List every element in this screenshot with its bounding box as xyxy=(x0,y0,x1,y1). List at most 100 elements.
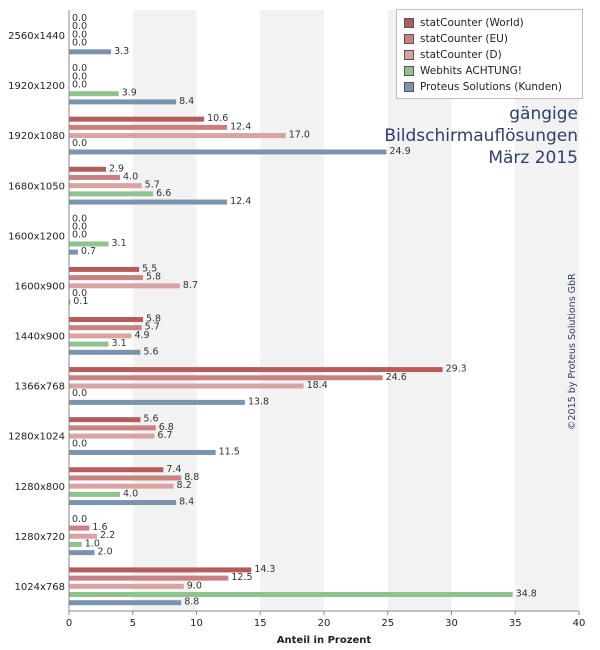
category-label: 1680x1050 xyxy=(8,181,65,192)
bar-d xyxy=(69,133,286,139)
bar-world xyxy=(69,266,140,272)
data-label: 34.8 xyxy=(516,589,537,600)
data-label: 24.9 xyxy=(389,146,410,157)
data-label: 6.6 xyxy=(156,188,171,199)
x-tick-label: 10 xyxy=(190,618,203,629)
data-label: 3.1 xyxy=(112,238,127,249)
bar-eu xyxy=(69,575,229,581)
data-label: 5.8 xyxy=(146,272,161,283)
category-group: 5.66.86.7 0.0 11.5 1280x1024 xyxy=(8,414,240,458)
data-label: 5.7 xyxy=(145,180,160,191)
data-label: 5.6 xyxy=(143,414,158,425)
data-label: 10.6 xyxy=(207,113,228,124)
legend-swatch-d xyxy=(404,50,414,60)
data-label: 6.8 xyxy=(159,422,174,433)
data-label: 8.8 xyxy=(184,472,199,483)
chart-title-line-1: gängige xyxy=(509,104,578,124)
category-label: 2560x1440 xyxy=(8,31,65,42)
bar-eu xyxy=(69,375,383,381)
category-label: 1600x1200 xyxy=(8,231,65,242)
x-tick-label: 35 xyxy=(509,618,522,629)
category-label: 1600x900 xyxy=(15,281,65,292)
bar-proteus xyxy=(69,249,78,255)
x-axis-title: Anteil in Prozent xyxy=(277,635,372,646)
bar-webhits xyxy=(69,491,120,497)
bar-eu xyxy=(69,275,143,281)
data-label: 8.4 xyxy=(179,96,194,107)
grid-band xyxy=(387,10,452,611)
data-label: 17.0 xyxy=(289,130,310,141)
bar-webhits xyxy=(69,541,82,547)
bar-webhits xyxy=(69,191,154,197)
data-label: 0.0 xyxy=(72,288,87,299)
data-label: 0.0 xyxy=(72,38,87,49)
bar-world xyxy=(69,417,141,423)
legend-swatch-proteus xyxy=(404,82,414,92)
bar-proteus xyxy=(69,399,245,405)
data-label: 0.0 xyxy=(72,138,87,149)
x-tick-label: 20 xyxy=(318,618,331,629)
legend-label-webhits: Webhits ACHTUNG! xyxy=(420,65,522,77)
legend-swatch-webhits xyxy=(404,66,414,76)
data-label: 4.9 xyxy=(134,330,149,341)
bar-world xyxy=(69,567,252,573)
category-group: 29.3 24.6 18.4 0.0 13.8 1366x768 xyxy=(15,364,467,408)
data-label: 3.1 xyxy=(112,338,127,349)
category-label: 1280x720 xyxy=(15,532,65,543)
legend-label-world: statCounter (World) xyxy=(420,17,524,29)
x-tick-label: 25 xyxy=(381,618,394,629)
category-group: 7.48.88.2 4.0 8.4 1280x800 xyxy=(15,464,200,508)
category-label: 1920x1080 xyxy=(8,131,65,142)
bar-eu xyxy=(69,124,228,130)
data-label: 18.4 xyxy=(307,380,328,391)
data-label: 4.0 xyxy=(123,488,138,499)
bar-eu xyxy=(69,425,156,431)
data-label: 0.0 xyxy=(72,63,87,74)
bar-d xyxy=(69,183,142,189)
category-group: 5.85.74.9 3.1 5.6 1440x900 xyxy=(15,314,162,358)
bar-proteus xyxy=(69,449,216,455)
bar-eu xyxy=(69,525,90,531)
bar-proteus xyxy=(69,600,182,606)
grid-band xyxy=(132,10,197,611)
category-label: 1280x1024 xyxy=(8,432,65,443)
legend-swatch-eu xyxy=(404,34,414,44)
legend-label-proteus: Proteus Solutions (Kunden) xyxy=(420,81,562,93)
category-label: 1024x768 xyxy=(15,582,65,593)
bar-webhits xyxy=(69,91,119,97)
data-label: 13.8 xyxy=(248,396,269,407)
legend-item-d: statCounter (D) xyxy=(404,47,576,63)
data-label: 29.3 xyxy=(446,364,467,375)
data-label: 8.2 xyxy=(177,480,192,491)
bar-d xyxy=(69,533,98,539)
data-label: 4.0 xyxy=(123,171,138,182)
data-label: 0.0 xyxy=(72,222,87,233)
data-label: 3.3 xyxy=(114,46,129,57)
chart-title: gängige Bildschirmauflösungen März 2015 xyxy=(384,103,578,169)
category-group: 10.612.4 17.0 0.0 24.9 1920x1080 xyxy=(8,113,410,157)
data-label: 2.9 xyxy=(109,163,124,174)
data-label: 2.2 xyxy=(100,530,115,541)
data-label: 0.7 xyxy=(81,246,96,257)
bar-world xyxy=(69,467,164,473)
data-label: 0.0 xyxy=(72,438,87,449)
data-label: 0.0 xyxy=(72,29,87,40)
bar-proteus xyxy=(69,99,177,105)
legend-item-eu: statCounter (EU) xyxy=(404,31,576,47)
category-label: 1440x900 xyxy=(15,332,65,343)
bar-webhits xyxy=(69,341,109,347)
legend-item-proteus: Proteus Solutions (Kunden) xyxy=(404,79,576,95)
bar-world xyxy=(69,116,205,122)
bar-proteus xyxy=(69,149,387,155)
bar-eu xyxy=(69,325,142,331)
chart-title-line-3: März 2015 xyxy=(488,148,578,168)
category-label: 1366x768 xyxy=(15,382,65,393)
data-label: 7.4 xyxy=(166,464,181,475)
bar-d xyxy=(69,383,304,389)
bar-eu xyxy=(69,475,182,481)
x-tick-label: 0 xyxy=(66,618,72,629)
category-group: 14.312.5 9.0 34.8 8.8 1024x768 xyxy=(15,564,537,608)
